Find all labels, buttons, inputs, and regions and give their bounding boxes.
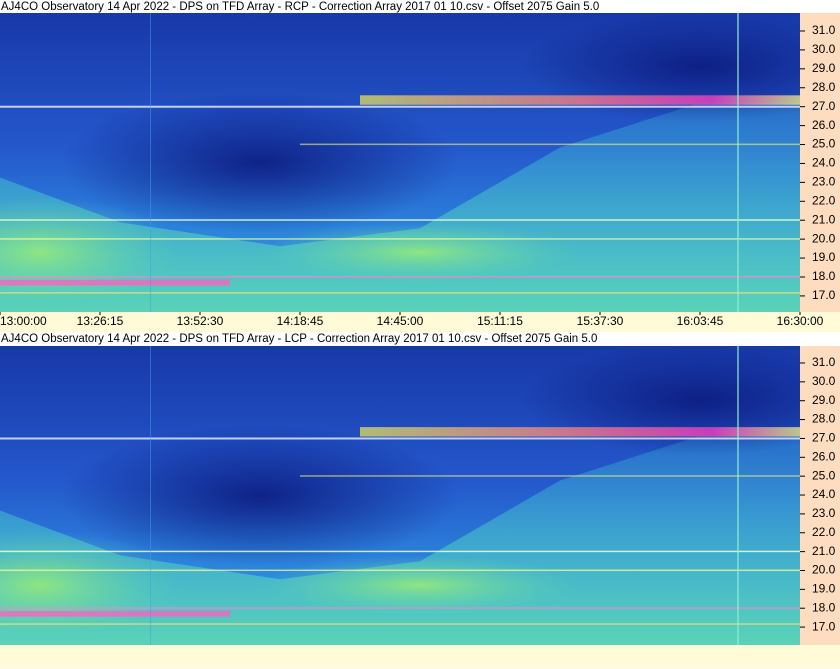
spectrogram-region — [520, 11, 840, 122]
x-tick-label: 14:18:45 — [277, 314, 324, 328]
vertical-line — [150, 346, 151, 645]
y-tick-label: 25.0 — [812, 468, 836, 482]
spectrogram-region — [0, 102, 800, 312]
y-tick-label: 17.0 — [812, 288, 836, 302]
y-tick-label: 26.0 — [812, 449, 836, 463]
x-tick-label: 13:52:30 — [177, 314, 224, 328]
y-tick-label: 24.0 — [812, 156, 836, 170]
spectrogram-region — [0, 435, 800, 645]
x-tick-label: 16:03:45 — [677, 314, 724, 328]
interference-line — [0, 238, 800, 240]
interference-line — [0, 437, 800, 440]
interference-line — [0, 276, 800, 278]
y-tick-label: 31.0 — [812, 23, 836, 37]
interference-line — [0, 569, 800, 572]
vertical-line — [737, 13, 739, 312]
y-tick-label: 28.0 — [812, 412, 836, 426]
x-tick-label: 15:37:30 — [577, 314, 624, 328]
interference-band — [360, 95, 800, 105]
y-tick-label: 30.0 — [812, 42, 836, 56]
footer-band — [0, 645, 840, 664]
x-tick-label: 13:26:15 — [77, 314, 124, 328]
y-tick-label: 23.0 — [812, 175, 836, 189]
y-tick-label: 20.0 — [812, 231, 836, 245]
y-tick-label: 29.0 — [812, 61, 836, 75]
y-tick-label: 18.0 — [812, 269, 836, 283]
x-tick-label: 13:00:00 — [0, 314, 47, 328]
interference-line — [0, 105, 800, 108]
y-tick-label: 30.0 — [812, 374, 836, 388]
x-tick-label: 15:11:15 — [477, 314, 523, 328]
y-tick-label: 25.0 — [812, 137, 836, 151]
title-band — [0, 0, 840, 13]
y-tick-label: 19.0 — [812, 582, 836, 596]
y-tick-label: 21.0 — [812, 212, 836, 226]
y-tick-label: 23.0 — [812, 506, 836, 520]
interference-line — [0, 623, 800, 625]
interference-line — [0, 607, 800, 609]
y-axis-band — [800, 13, 840, 312]
x-axis-band — [0, 312, 840, 332]
y-tick-label: 20.0 — [812, 563, 836, 577]
y-tick-label: 27.0 — [812, 431, 836, 445]
interference-band — [0, 279, 230, 286]
panel-title: AJ4CO Observatory 14 Apr 2022 - DPS on T… — [1, 1, 599, 13]
spectrogram-region — [0, 197, 180, 308]
y-axis-band — [800, 346, 840, 645]
interference-line — [0, 219, 800, 221]
spectrogram-region — [60, 425, 460, 566]
y-tick-label: 29.0 — [812, 393, 836, 407]
y-tick-label: 22.0 — [812, 193, 836, 207]
panel-title: AJ4CO Observatory 14 Apr 2022 - DPS on T… — [1, 333, 597, 345]
interference-line — [0, 292, 800, 294]
interference-line — [300, 143, 800, 146]
y-tick-label: 21.0 — [812, 544, 836, 558]
vertical-line — [150, 13, 151, 312]
y-tick-label: 26.0 — [812, 118, 836, 132]
y-tick-label: 17.0 — [812, 619, 836, 633]
y-tick-label: 24.0 — [812, 487, 836, 501]
spectrogram-region — [60, 92, 460, 233]
y-tick-label: 22.0 — [812, 525, 836, 539]
interference-line — [300, 475, 800, 477]
interference-band — [0, 611, 230, 617]
y-tick-label: 31.0 — [812, 355, 836, 369]
y-tick-label: 28.0 — [812, 80, 836, 94]
x-tick-label: 16:30:00 — [777, 314, 824, 328]
y-tick-label: 19.0 — [812, 250, 836, 264]
y-tick-label: 27.0 — [812, 99, 836, 113]
vertical-line — [737, 346, 739, 645]
interference-line — [0, 550, 800, 553]
interference-band — [360, 427, 800, 437]
spectrogram-region — [260, 222, 580, 283]
spectrogram-region — [260, 555, 580, 616]
x-tick-label: 14:45:00 — [377, 314, 424, 328]
title-band — [0, 332, 840, 346]
y-tick-label: 18.0 — [812, 600, 836, 614]
